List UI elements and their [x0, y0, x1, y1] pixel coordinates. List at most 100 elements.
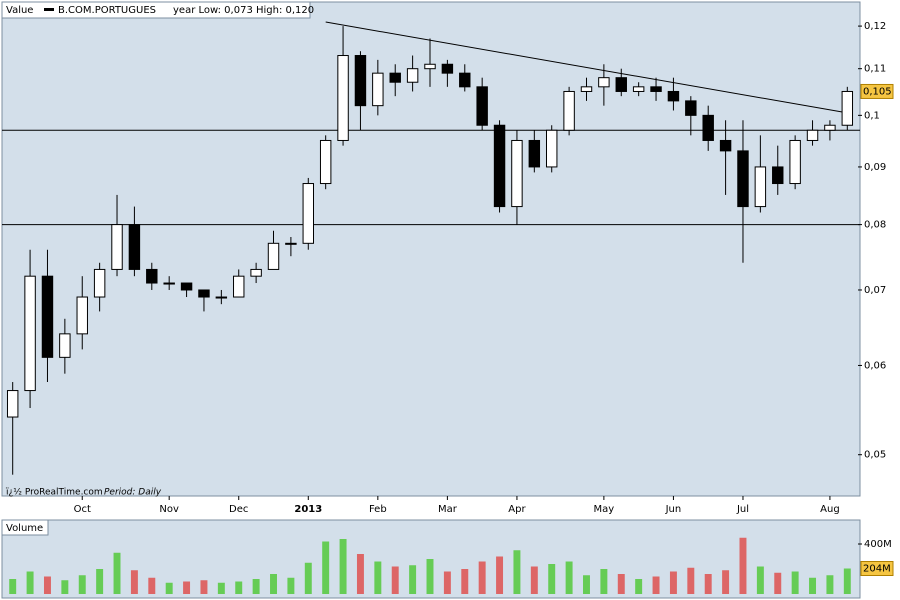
candle-body — [476, 86, 488, 126]
volume-bar — [200, 580, 208, 594]
x-tick-label: Dec — [229, 504, 248, 515]
volume-bar — [270, 574, 277, 594]
candle-body — [772, 166, 784, 185]
volume-bar — [322, 541, 330, 594]
candle-body — [215, 296, 228, 299]
trendline — [325, 21, 848, 114]
volume-bar — [148, 577, 156, 594]
last-price-label: 0,105 — [863, 86, 892, 97]
candle-body — [580, 86, 593, 92]
volume-bar — [774, 572, 782, 594]
volume-bar — [583, 575, 590, 594]
x-tick-label: Apr — [508, 504, 526, 515]
candle-body — [285, 242, 297, 245]
candle-body — [493, 124, 506, 208]
candle-body — [198, 289, 210, 298]
candle-body — [337, 55, 349, 141]
last-volume-label: 204M — [863, 564, 891, 575]
volume-bar — [565, 561, 573, 594]
volume-bar — [165, 582, 173, 594]
volume-bar — [304, 562, 312, 594]
candle-body — [650, 86, 662, 92]
volume-bar — [687, 567, 695, 594]
candle-body — [563, 90, 575, 131]
candle-body — [180, 282, 193, 291]
header-bar — [1, 1, 311, 19]
volume-bar — [78, 575, 86, 594]
volume-bar — [843, 568, 851, 594]
candle-body — [372, 72, 384, 107]
x-tick-label: Mar — [438, 504, 458, 515]
volume-bar — [96, 569, 104, 594]
volume-bar — [217, 582, 225, 594]
candle-body — [528, 139, 541, 168]
volume-bar — [252, 579, 260, 594]
volume-bar — [652, 576, 660, 594]
candle-body — [545, 129, 558, 168]
source: ï¿½ ProRealTime.com — [5, 488, 103, 498]
candle-body — [163, 282, 175, 285]
volume-title: Volume — [6, 523, 43, 534]
volume-bar — [826, 575, 834, 594]
x-tick-label: Oct — [74, 504, 91, 515]
volume-bar — [809, 577, 817, 594]
volume-bar — [461, 569, 469, 594]
header-label: Value — [6, 5, 33, 16]
y-tick-label: 0,07 — [864, 285, 886, 296]
candle-body — [824, 124, 836, 131]
candle-body — [632, 86, 645, 92]
volume-bar — [183, 581, 191, 594]
volume-bar — [669, 571, 677, 594]
volume-bar — [478, 561, 486, 594]
candle-body — [319, 139, 332, 185]
candle-body — [685, 100, 697, 116]
volume-bar — [26, 571, 34, 594]
volume-bar — [530, 566, 538, 594]
volume-tick-label: 400M — [864, 539, 892, 550]
candle-body — [6, 390, 19, 418]
candle-body — [233, 275, 245, 298]
candle-body — [841, 90, 854, 126]
volume-bar — [513, 550, 521, 594]
volume-bar — [43, 576, 51, 594]
y-tick-label: 0,12 — [864, 21, 886, 32]
candle-body — [389, 72, 401, 83]
candle-body — [93, 268, 106, 298]
candle-body — [789, 139, 801, 185]
y-tick-label: 0,06 — [864, 360, 886, 371]
volume-bar — [113, 552, 121, 594]
candle-body — [598, 77, 610, 88]
x-tick-label: Nov — [159, 504, 179, 515]
candle-body — [806, 129, 819, 141]
last-price-box — [860, 83, 894, 99]
y-tick-label: 0,1 — [864, 110, 880, 121]
header-range: year Low: 0,073 High: 0,120 — [173, 5, 314, 16]
candle-body — [267, 242, 280, 270]
volume-bar — [617, 574, 625, 594]
volume-bar — [600, 569, 608, 594]
volume-bar — [426, 559, 434, 594]
y-tick-label: 0,09 — [864, 162, 886, 173]
volume-bar — [339, 539, 347, 594]
volume-bar — [130, 570, 138, 594]
candle-body — [59, 333, 71, 358]
candle-body — [111, 224, 123, 270]
volume-bar — [61, 580, 69, 594]
candle-body — [754, 166, 767, 208]
volume-bar — [356, 554, 364, 594]
x-tick-label: 2013 — [294, 504, 322, 515]
candle-body — [250, 268, 262, 277]
candle-body — [702, 114, 714, 141]
candle-body — [302, 183, 315, 244]
volume-bar — [722, 570, 730, 594]
x-tick-label: Jun — [665, 504, 682, 515]
x-tick-label: Feb — [369, 504, 387, 515]
candle-body — [76, 296, 88, 335]
x-tick-label: Jul — [736, 504, 749, 515]
header-symbol: B.COM.PORTUGUES — [58, 5, 156, 16]
volume-bar — [791, 571, 799, 594]
volume-bar — [756, 566, 764, 594]
price-panel — [1, 1, 861, 497]
volume-bar — [443, 571, 451, 594]
